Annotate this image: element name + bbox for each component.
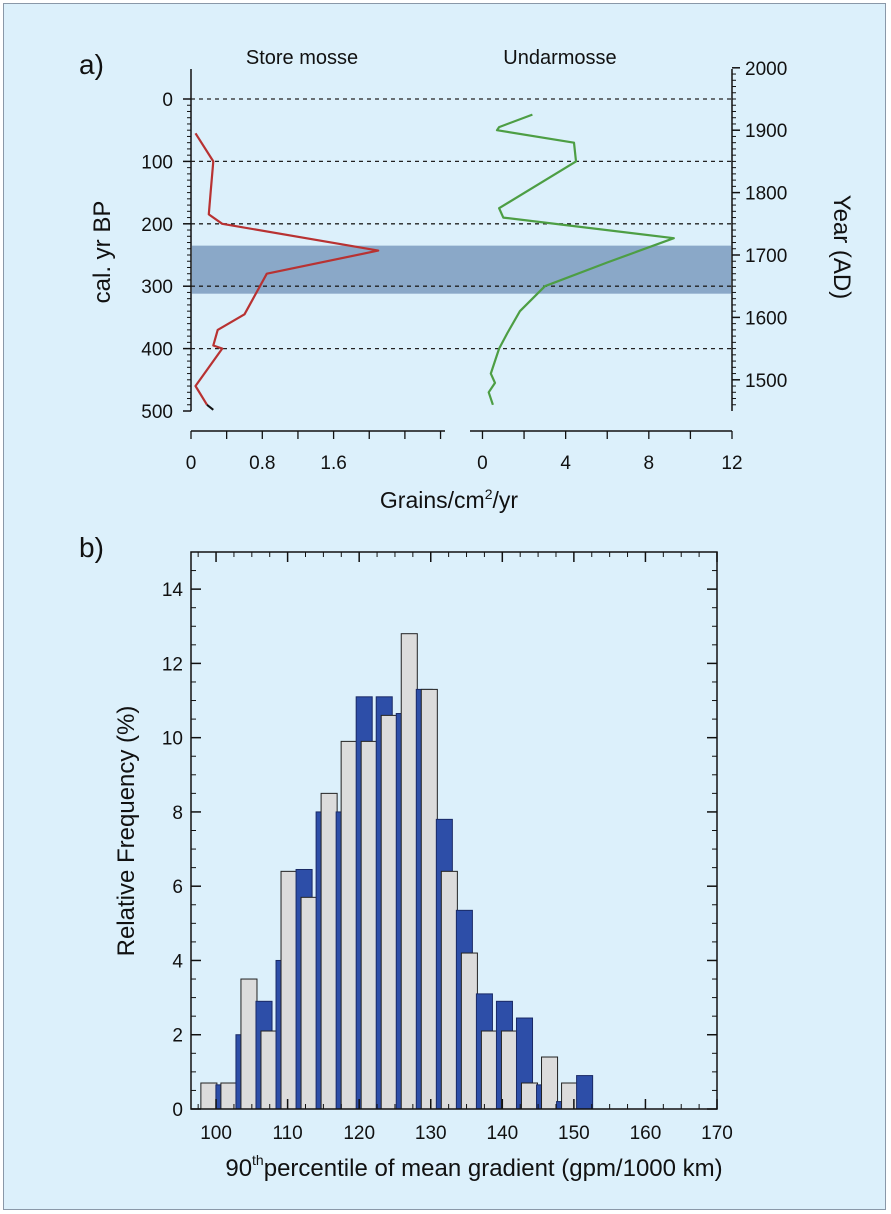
y-tick-label: 0 bbox=[172, 1100, 183, 1121]
left-tick-label: 200 bbox=[141, 215, 173, 236]
bar-gray bbox=[520, 1082, 539, 1110]
bar-gray bbox=[561, 1082, 579, 1110]
bar-gray bbox=[541, 1056, 559, 1110]
x-tick-label: 130 bbox=[415, 1123, 447, 1144]
bar-gray bbox=[440, 870, 458, 1110]
x-tick-label: 120 bbox=[343, 1123, 375, 1144]
x-tick-label: 100 bbox=[200, 1123, 232, 1144]
bottom-tick-label: 0.8 bbox=[249, 453, 275, 474]
series-line-tail bbox=[206, 404, 214, 411]
y-tick-label: 4 bbox=[172, 951, 183, 972]
left-tick-label: 400 bbox=[141, 340, 173, 361]
bar-blue bbox=[576, 1075, 594, 1110]
bar-gray bbox=[280, 870, 298, 1110]
bar-gray bbox=[420, 688, 438, 1110]
bar-gray bbox=[320, 792, 338, 1110]
series-label-undarmosse: Undarmosse bbox=[503, 47, 616, 69]
bar-gray bbox=[360, 740, 378, 1110]
left-tick-label: 0 bbox=[162, 90, 173, 111]
bottom-tick-label: 0 bbox=[186, 453, 197, 474]
series-line-undarmosse bbox=[487, 113, 675, 406]
bar-gray bbox=[500, 1030, 518, 1110]
bar-gray bbox=[260, 1030, 278, 1110]
y-tick-label: 6 bbox=[172, 877, 183, 898]
bar-gray bbox=[240, 978, 258, 1110]
left-tick-label: 100 bbox=[141, 152, 173, 173]
left-axis-label: cal. yr BP bbox=[89, 201, 116, 304]
right-tick-label: 1800 bbox=[745, 184, 787, 205]
right-axis-label: Year (AD) bbox=[828, 195, 855, 299]
bottom-tick-label: 0 bbox=[477, 453, 488, 474]
left-tick-label: 300 bbox=[141, 277, 173, 298]
right-tick-label: 1600 bbox=[745, 308, 787, 329]
bar-gray bbox=[460, 952, 478, 1110]
right-tick-label: 1900 bbox=[745, 121, 787, 142]
bottom-tick-label: 1.6 bbox=[320, 453, 346, 474]
x-tick-label: 160 bbox=[630, 1123, 662, 1144]
x-tick-label: 170 bbox=[701, 1123, 733, 1144]
x-tick-label: 140 bbox=[486, 1123, 518, 1144]
y-tick-label: 2 bbox=[172, 1026, 183, 1047]
y-tick-label: 14 bbox=[162, 580, 184, 601]
x-tick-label: 110 bbox=[272, 1123, 302, 1144]
y-tick-label: 12 bbox=[162, 654, 183, 675]
bar-gray bbox=[380, 714, 398, 1110]
series-label-store-mosse: Store mosse bbox=[246, 47, 358, 69]
right-tick-label: 1700 bbox=[745, 246, 787, 267]
y-axis-label: Relative Frequency (%) bbox=[113, 706, 140, 957]
bar-gray bbox=[480, 1030, 498, 1110]
bar-gray bbox=[220, 1082, 238, 1110]
figure-panel: a) 0 100 200 300 400 500 cal. yr BP 2000 1900 1800… bbox=[3, 3, 886, 1210]
bar-gray bbox=[300, 896, 318, 1110]
x-tick-label: 150 bbox=[558, 1123, 590, 1144]
y-tick-label: 8 bbox=[172, 803, 183, 824]
bar-gray bbox=[400, 633, 418, 1110]
bottom-axis-label: Grains/cm2/yr bbox=[380, 486, 518, 513]
panel-a-label: a) bbox=[79, 49, 104, 80]
bottom-tick-label: 8 bbox=[644, 453, 655, 474]
x-axis-label: 90thpercentile of mean gradient (gpm/100… bbox=[225, 1152, 722, 1182]
bar-gray bbox=[200, 1082, 218, 1110]
y-tick-label: 10 bbox=[162, 729, 183, 750]
bar-gray bbox=[340, 740, 358, 1110]
right-tick-label: 2000 bbox=[745, 59, 787, 80]
right-tick-label: 1500 bbox=[745, 371, 787, 392]
bottom-tick-label: 4 bbox=[560, 453, 571, 474]
left-tick-label: 500 bbox=[141, 402, 173, 423]
series-line-store-mosse bbox=[194, 132, 380, 406]
panel-b-label: b) bbox=[79, 532, 104, 563]
bottom-tick-label: 12 bbox=[721, 453, 742, 474]
